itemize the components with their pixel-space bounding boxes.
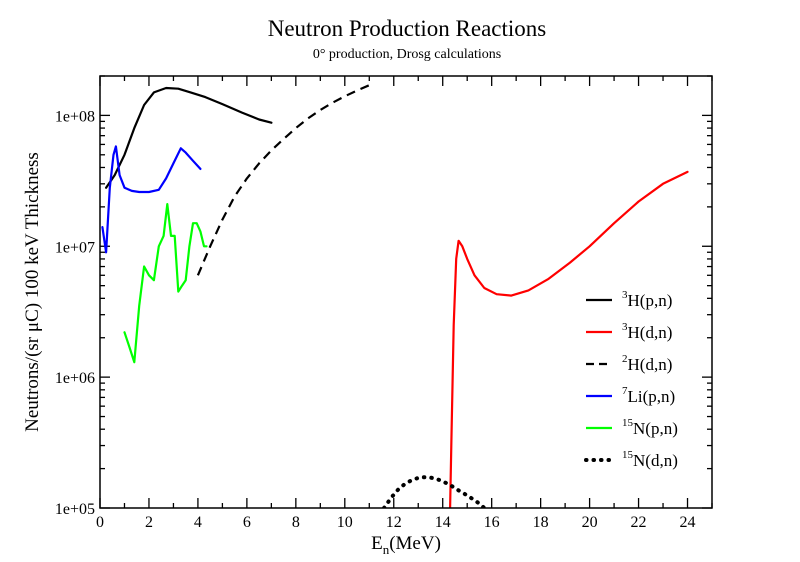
- legend-label: 3H(p,n): [622, 289, 672, 310]
- legend-reaction: H(d,n): [628, 323, 673, 342]
- series-line-6: [382, 475, 487, 508]
- legend: 3H(p,n)3H(d,n)2H(d,n)7Li(p,n)15N(p,n)15N…: [584, 289, 678, 470]
- x-tick-label: 16: [484, 514, 500, 531]
- legend-reaction: Li(p,n): [628, 387, 676, 406]
- x-tick-label: 14: [435, 514, 451, 531]
- legend-label: 15N(p,n): [622, 417, 678, 438]
- x-tick-label: 20: [582, 514, 598, 531]
- x-tick-label: 18: [533, 514, 549, 531]
- legend-isotope: 15: [622, 449, 634, 461]
- y-axis-label: Neutrons/(sr μC) 100 keV Thickness: [22, 152, 43, 432]
- y-tick-label: 1e+05: [55, 501, 95, 518]
- legend-reaction: H(d,n): [628, 355, 673, 374]
- series-line-1: [104, 86, 273, 189]
- legend-isotope: 3: [622, 289, 628, 301]
- x-tick-label: 8: [292, 514, 300, 531]
- series-line-3: [196, 84, 370, 276]
- x-tick-label: 12: [386, 514, 402, 531]
- legend-isotope: 3: [622, 321, 628, 333]
- x-tick-label: 2: [145, 514, 153, 531]
- x-tick-label: 22: [631, 514, 647, 531]
- legend-label: 7Li(p,n): [622, 385, 675, 406]
- legend-label: 2H(d,n): [622, 353, 672, 374]
- x-tick-label: 0: [96, 514, 104, 531]
- legend-reaction: N(p,n): [633, 419, 678, 438]
- x-axis-label-main: E: [371, 533, 383, 554]
- x-axis-label-sub: n: [383, 542, 390, 557]
- legend-isotope: 15: [622, 417, 634, 429]
- legend-label: 15N(d,n): [622, 449, 678, 470]
- y-tick-label: 1e+06: [55, 370, 95, 387]
- legend-reaction: H(p,n): [628, 291, 673, 310]
- legend-label: 3H(d,n): [622, 321, 672, 342]
- x-tick-label: 4: [194, 514, 202, 531]
- x-axis-label-rest: (MeV): [389, 533, 441, 554]
- y-tick-label: 1e+07: [55, 239, 95, 256]
- x-axis-label: En(MeV): [371, 533, 441, 557]
- series-line-4: [101, 145, 202, 254]
- plot-frame: [99, 75, 713, 509]
- x-tick-label: 24: [680, 514, 696, 531]
- x-tick-label: 10: [337, 514, 353, 531]
- legend-isotope: 7: [622, 385, 628, 397]
- y-tick-label: 1e+08: [55, 108, 95, 125]
- legend-reaction: N(d,n): [633, 451, 678, 470]
- legend-isotope: 2: [622, 353, 628, 365]
- series-line-5: [123, 203, 208, 364]
- chart-title: Neutron Production Reactions: [267, 16, 547, 41]
- chart-subtitle: 0° production, Drosg calculations: [312, 47, 502, 62]
- series-line-2: [449, 170, 689, 508]
- x-tick-label: 6: [243, 514, 251, 531]
